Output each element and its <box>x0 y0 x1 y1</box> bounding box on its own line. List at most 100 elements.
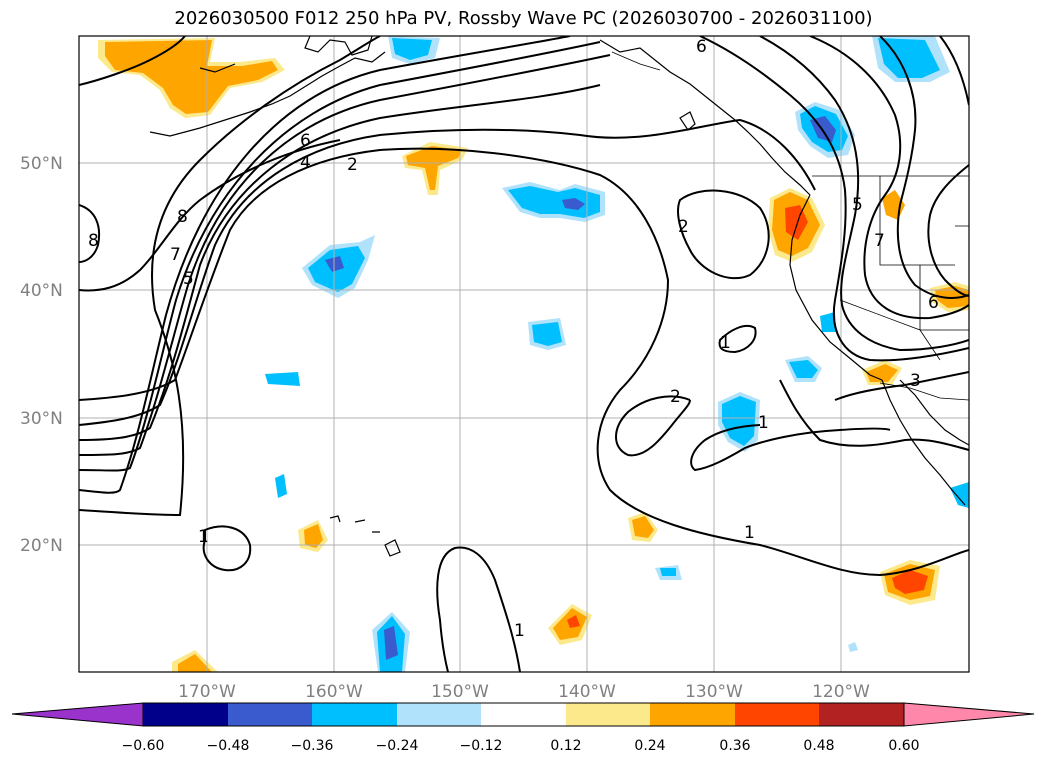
positive-anomaly-patch <box>866 364 898 382</box>
colorbar-tick-label: 0.60 <box>888 738 919 754</box>
negative-anomaly-patch <box>508 186 600 218</box>
contour-label: 2 <box>347 155 358 175</box>
lon-label: 130°W <box>685 682 743 702</box>
colorbar-bin <box>143 703 228 726</box>
contour-label: 8 <box>177 207 188 227</box>
contour-label: 1 <box>744 523 755 543</box>
coastlines <box>149 36 969 557</box>
colorbar: −0.60 −0.48 −0.36 −0.24 −0.12 0.12 0.24 … <box>11 702 1035 754</box>
contour-line <box>79 36 186 86</box>
contour-label: 5 <box>852 195 863 215</box>
us-west-coastline <box>789 194 883 381</box>
hawaii-islands <box>329 515 401 557</box>
colorbar-frame <box>142 702 905 727</box>
positive-anomaly-patch <box>304 524 323 548</box>
lat-label: 30°N <box>20 409 63 429</box>
bc-coastline <box>599 39 811 196</box>
contour-line <box>79 204 100 263</box>
colorbar-bin <box>566 703 650 726</box>
contour-line <box>79 36 571 494</box>
positive-anomaly-patch <box>567 615 580 628</box>
pv-contours <box>79 36 969 672</box>
positive-anomaly-patch <box>105 40 278 114</box>
latitude-axis: 50°N 40°N 30°N 20°N <box>20 154 63 556</box>
contour-line <box>79 84 601 441</box>
contour-label: 2 <box>678 217 689 237</box>
contour-line <box>718 324 757 354</box>
colorbar-tick-label: −0.12 <box>460 738 503 754</box>
colorbar-tick-label: −0.24 <box>376 738 419 754</box>
contour-line <box>677 189 770 280</box>
contour-line <box>690 424 891 472</box>
political-borders <box>611 51 969 401</box>
haida-gwaii <box>679 111 696 131</box>
negative-anomaly-patch <box>660 568 676 576</box>
contour-line <box>759 36 969 352</box>
contour-label: 6 <box>696 37 707 57</box>
lat-label: 50°N <box>20 154 63 174</box>
contour-label: 4 <box>300 153 311 173</box>
contour-label: 1 <box>758 413 769 433</box>
contour-label: 6 <box>928 293 939 313</box>
negative-anomaly-patch <box>950 482 969 508</box>
contour-label: 2 <box>670 387 681 407</box>
lon-label: 150°W <box>431 682 489 702</box>
contour-line <box>699 36 969 362</box>
colorbar-tick-label: −0.48 <box>207 738 250 754</box>
negative-anomaly-patch <box>722 396 756 446</box>
lon-label: 160°W <box>305 682 363 702</box>
colorbar-tick-label: 0.24 <box>634 738 665 754</box>
negative-anomaly-patch <box>848 642 858 652</box>
colorbar-tick-label: 0.36 <box>719 738 750 754</box>
negative-anomaly-patch <box>392 38 432 60</box>
contour-label: 3 <box>910 371 921 391</box>
negative-anomaly-patch <box>878 38 940 78</box>
colorbar-bin <box>228 703 312 726</box>
lon-label: 170°W <box>178 682 236 702</box>
positive-anomaly-patch <box>892 570 928 594</box>
contour-label: 8 <box>88 231 99 251</box>
positive-anomaly-patch <box>935 286 969 308</box>
colorbar-tick-label: −0.36 <box>291 738 334 754</box>
negative-anomaly-patch <box>384 626 398 660</box>
pv-anomaly-patches <box>98 36 969 672</box>
contour-line <box>202 525 252 572</box>
contour-line <box>79 139 341 292</box>
lon-label: 120°W <box>812 682 870 702</box>
contour-label: 6 <box>300 131 311 151</box>
contour-line <box>809 36 969 320</box>
gulf-california-coast <box>899 379 969 446</box>
negative-anomaly-patch <box>562 198 585 210</box>
map-title: 2026030500 F012 250 hPa PV, Rossby Wave … <box>174 8 873 29</box>
colorbar-bin <box>312 703 397 726</box>
contour-line <box>939 36 969 106</box>
contour-line <box>615 395 691 457</box>
contour-label: 1 <box>514 621 525 641</box>
negative-anomaly-patch <box>789 360 818 378</box>
longitude-axis: 170°W 160°W 150°W 140°W 130°W 120°W <box>178 682 870 702</box>
contour-line <box>79 118 816 426</box>
contour-label: 5 <box>183 269 194 289</box>
contour-line <box>79 54 611 456</box>
alaska-coastline <box>149 36 386 137</box>
colorbar-bin <box>481 703 566 726</box>
alaska-canada-border <box>611 51 661 71</box>
map-frame <box>78 35 970 673</box>
contour-line <box>927 164 969 297</box>
state-border <box>839 176 969 361</box>
colorbar-bin <box>397 703 481 726</box>
map-field: 6 4 2 8 7 5 8 6 2 5 7 6 1 2 1 3 1 1 1 <box>79 36 969 672</box>
colorbar-tick-label: 0.48 <box>803 738 834 754</box>
contour-label: 1 <box>198 527 209 547</box>
colorbar-bin <box>819 703 904 726</box>
lat-label: 20°N <box>20 536 63 556</box>
colorbar-tick-label: 0.12 <box>550 738 581 754</box>
negative-anomaly-patch <box>532 322 562 346</box>
negative-anomaly-patch <box>820 312 836 332</box>
contour-line <box>834 371 969 401</box>
contour-line <box>879 36 969 299</box>
contour-line <box>436 546 521 672</box>
contour-line <box>79 36 381 517</box>
contour-label: 7 <box>170 245 181 265</box>
